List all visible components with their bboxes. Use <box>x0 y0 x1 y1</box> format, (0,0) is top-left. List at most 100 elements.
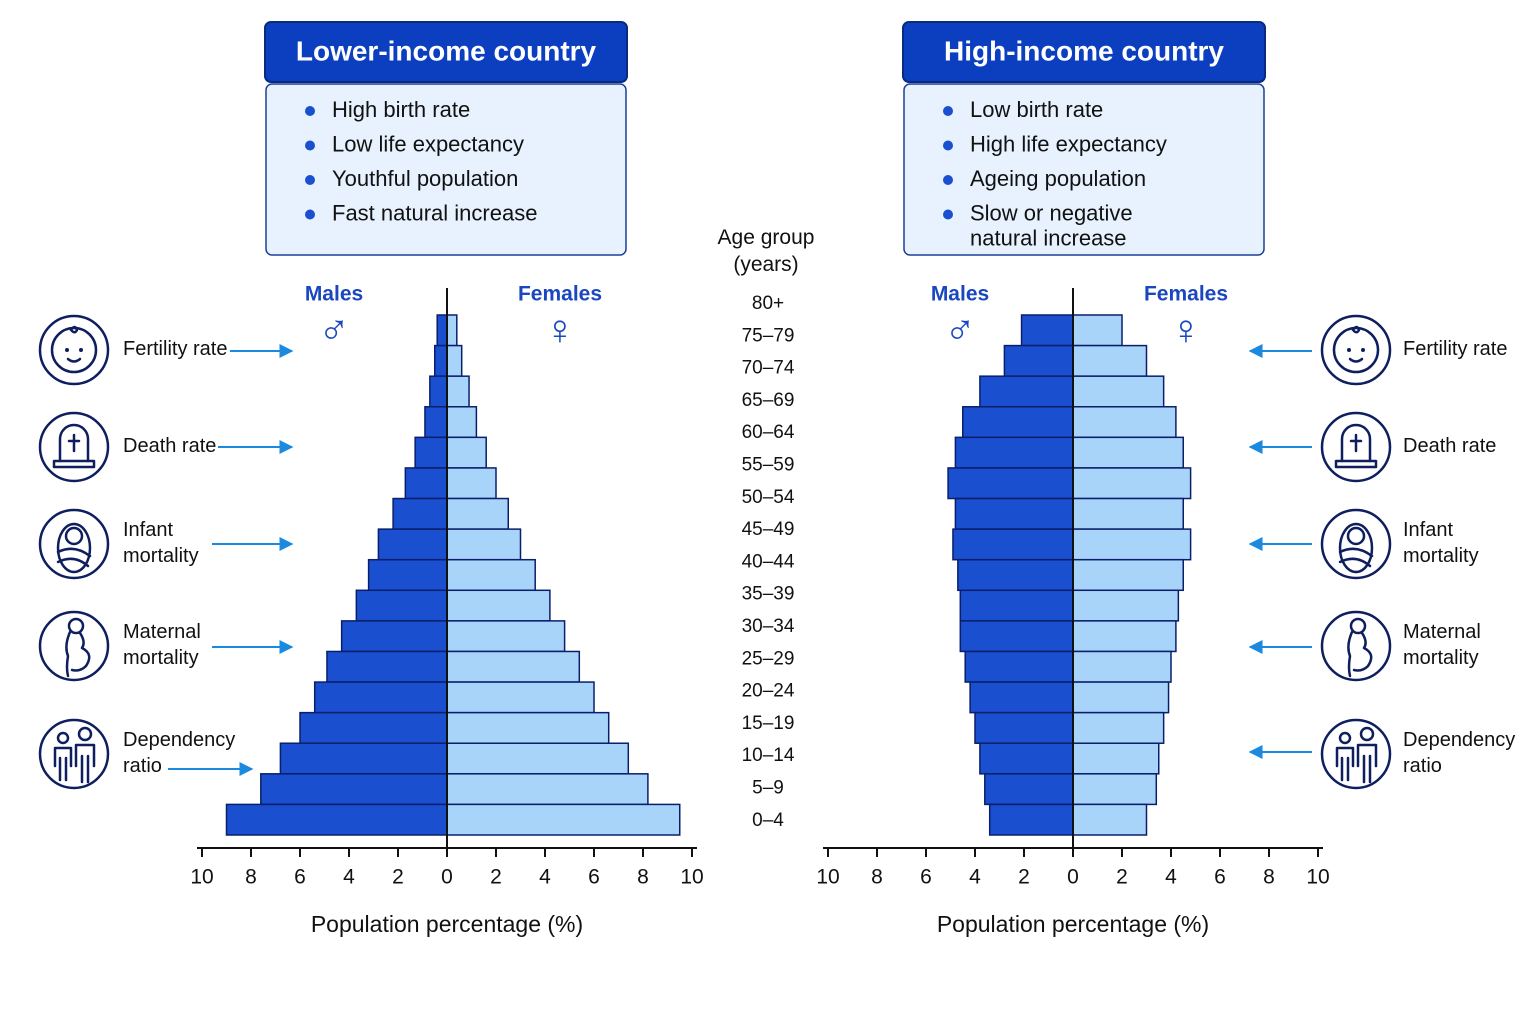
bar <box>1072 711 1165 744</box>
bullet-dot <box>943 140 953 151</box>
bar <box>988 803 1074 836</box>
icon-ring <box>1320 610 1392 682</box>
bar <box>1072 589 1180 622</box>
chart-title: Lower-income country <box>296 35 597 66</box>
bullet-text: Fast natural increase <box>332 200 537 225</box>
age-label: 75–79 <box>742 325 795 346</box>
bar <box>1072 803 1148 836</box>
bar <box>979 742 1074 775</box>
age-axis-title-line: Age group <box>718 226 815 249</box>
icon-ring <box>38 718 110 790</box>
indicator-label-line: mortality <box>123 545 199 567</box>
bar <box>446 497 509 530</box>
maternal-icon <box>65 617 91 678</box>
fertility-icon <box>50 325 98 374</box>
chart-title: High-income country <box>944 35 1224 66</box>
bar <box>1072 314 1123 347</box>
age-label: 10–14 <box>742 745 795 766</box>
indicator-label-line: mortality <box>1403 647 1479 669</box>
bar <box>414 436 448 469</box>
bullet-dot <box>305 175 315 185</box>
indicator-label-line: Infant <box>123 519 173 541</box>
bullet-box <box>265 83 627 256</box>
bar <box>279 742 448 775</box>
indicator-label-line: Maternal <box>1403 621 1481 643</box>
bar <box>446 650 581 683</box>
indicator-label-line: Fertility rate <box>123 338 227 360</box>
indicator-label: Maternal mortality <box>123 621 201 669</box>
bar <box>446 803 681 836</box>
bar <box>959 589 1074 622</box>
age-label: 50–54 <box>742 487 795 508</box>
dependency-icon <box>53 726 96 784</box>
bar <box>446 467 497 500</box>
infant-icon <box>56 522 92 574</box>
bullet-dot <box>305 140 315 151</box>
bar <box>299 711 448 744</box>
bar <box>326 650 448 683</box>
bar <box>1072 375 1165 408</box>
death-icon <box>1334 423 1378 469</box>
bullet-dot <box>305 106 315 116</box>
bullet-dot <box>943 175 953 185</box>
bar <box>446 589 551 622</box>
age-label: 35–39 <box>742 584 795 605</box>
age-label: 20–24 <box>742 681 795 702</box>
indicator-label: Death rate <box>1403 435 1496 457</box>
bar <box>952 528 1074 561</box>
x-tick-label: 0 <box>1067 866 1079 889</box>
bullet-dot <box>305 209 315 220</box>
indicator-label-line: Fertility rate <box>1403 338 1507 360</box>
indicator-label: Dependency ratio <box>123 729 235 777</box>
bar <box>424 406 448 439</box>
bar <box>964 650 1074 683</box>
bullet-text: Low life expectancy <box>332 131 524 156</box>
age-axis-title-line: (years) <box>733 253 798 276</box>
indicator-label: Death rate <box>123 435 216 457</box>
x-tick-label: 4 <box>539 866 551 889</box>
indicator-label-line: Death rate <box>1403 435 1496 457</box>
bar <box>446 436 487 469</box>
icon-ring <box>1320 411 1392 483</box>
bar <box>429 375 448 408</box>
arrows <box>168 344 1312 776</box>
bar <box>446 773 649 806</box>
age-axis-title: Age group (years) <box>718 226 815 276</box>
bar <box>446 406 478 439</box>
bar <box>367 558 448 592</box>
x-tick-label: 10 <box>190 866 213 889</box>
bar <box>392 497 448 530</box>
bar <box>947 467 1074 500</box>
legend-name: Males <box>305 283 363 306</box>
indicator-label: Infant mortality <box>123 519 199 567</box>
x-tick-label: 2 <box>1116 866 1128 889</box>
bar <box>954 436 1074 469</box>
bar <box>1072 773 1158 806</box>
bar <box>446 528 522 561</box>
x-tick-label: 4 <box>1165 866 1177 889</box>
age-label: 5–9 <box>752 778 784 799</box>
x-tick-label: 8 <box>871 866 883 889</box>
x-tick-label: 10 <box>816 866 839 889</box>
indicator-label: Dependency ratio <box>1403 729 1515 777</box>
x-tick-label: 4 <box>969 866 981 889</box>
bar <box>1072 558 1184 592</box>
bar <box>446 711 610 744</box>
legend-name: Males <box>931 283 989 306</box>
bar <box>446 620 566 653</box>
bar <box>446 344 463 377</box>
icon-circles-left <box>38 314 110 790</box>
age-label: 65–69 <box>742 390 795 411</box>
sex-symbol: ♂ <box>944 306 976 353</box>
x-tick-label: 6 <box>920 866 932 889</box>
icon-ring <box>1320 508 1392 580</box>
indicator-label: Fertility rate <box>123 338 227 360</box>
infant-icon <box>1338 522 1374 574</box>
bullet-dot <box>943 209 953 220</box>
bar <box>1003 344 1074 377</box>
bar <box>1072 467 1192 500</box>
bar <box>355 589 448 622</box>
age-label: 0–4 <box>752 810 784 831</box>
bar <box>954 497 1074 530</box>
